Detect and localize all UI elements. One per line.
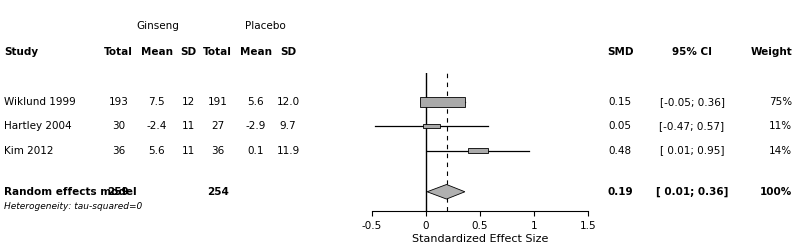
Text: SD: SD bbox=[180, 47, 196, 57]
Text: 36: 36 bbox=[211, 145, 224, 156]
Text: [ 0.01; 0.95]: [ 0.01; 0.95] bbox=[660, 145, 724, 156]
Text: Total: Total bbox=[104, 47, 133, 57]
Text: 12.0: 12.0 bbox=[277, 97, 299, 107]
Text: 11: 11 bbox=[182, 145, 194, 156]
Text: 0.48: 0.48 bbox=[609, 145, 631, 156]
Text: 193: 193 bbox=[109, 97, 128, 107]
Text: 75%: 75% bbox=[769, 97, 792, 107]
Text: 7.5: 7.5 bbox=[149, 97, 165, 107]
Text: Ginseng: Ginseng bbox=[136, 21, 179, 31]
Text: Placebo: Placebo bbox=[246, 21, 286, 31]
Text: 191: 191 bbox=[208, 97, 227, 107]
Text: Random effects model: Random effects model bbox=[4, 187, 137, 197]
Text: 254: 254 bbox=[206, 187, 229, 197]
Text: SD: SD bbox=[280, 47, 296, 57]
X-axis label: Standardized Effect Size: Standardized Effect Size bbox=[412, 234, 548, 244]
Text: 0.19: 0.19 bbox=[607, 187, 633, 197]
Bar bbox=[468, 148, 488, 153]
Text: Mean: Mean bbox=[141, 47, 173, 57]
Text: Weight: Weight bbox=[750, 47, 792, 57]
Text: 30: 30 bbox=[112, 121, 125, 131]
Text: 0.15: 0.15 bbox=[609, 97, 631, 107]
Text: 11%: 11% bbox=[769, 121, 792, 131]
Text: Heterogeneity: tau-squared=0: Heterogeneity: tau-squared=0 bbox=[4, 202, 142, 211]
Text: 36: 36 bbox=[112, 145, 125, 156]
Text: 100%: 100% bbox=[760, 187, 792, 197]
Bar bbox=[419, 97, 465, 107]
Polygon shape bbox=[427, 185, 465, 199]
Bar bbox=[422, 124, 440, 128]
Text: 12: 12 bbox=[182, 97, 194, 107]
Text: 5.6: 5.6 bbox=[149, 145, 165, 156]
Text: Study: Study bbox=[4, 47, 38, 57]
Text: -2.9: -2.9 bbox=[246, 121, 266, 131]
Text: 11: 11 bbox=[182, 121, 194, 131]
Text: 259: 259 bbox=[107, 187, 130, 197]
Text: 95% CI: 95% CI bbox=[672, 47, 712, 57]
Text: 5.6: 5.6 bbox=[248, 97, 264, 107]
Text: 9.7: 9.7 bbox=[280, 121, 296, 131]
Text: 0.1: 0.1 bbox=[248, 145, 264, 156]
Text: SMD: SMD bbox=[606, 47, 634, 57]
Text: -2.4: -2.4 bbox=[146, 121, 167, 131]
Text: [ 0.01; 0.36]: [ 0.01; 0.36] bbox=[656, 187, 728, 197]
Text: Kim 2012: Kim 2012 bbox=[4, 145, 54, 156]
Text: Hartley 2004: Hartley 2004 bbox=[4, 121, 72, 131]
Text: [-0.47; 0.57]: [-0.47; 0.57] bbox=[659, 121, 725, 131]
Text: [-0.05; 0.36]: [-0.05; 0.36] bbox=[659, 97, 725, 107]
Text: 11.9: 11.9 bbox=[276, 145, 300, 156]
Text: Wiklund 1999: Wiklund 1999 bbox=[4, 97, 76, 107]
Text: 14%: 14% bbox=[769, 145, 792, 156]
Text: 0.05: 0.05 bbox=[609, 121, 631, 131]
Text: Mean: Mean bbox=[240, 47, 272, 57]
Text: Total: Total bbox=[203, 47, 232, 57]
Text: 27: 27 bbox=[211, 121, 224, 131]
